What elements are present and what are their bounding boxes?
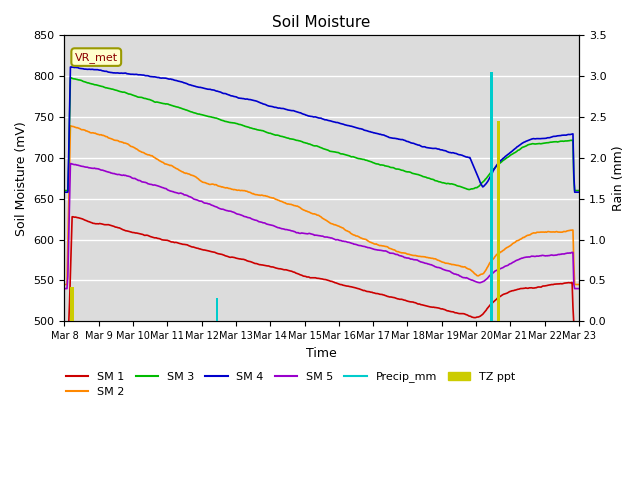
- Y-axis label: Soil Moisture (mV): Soil Moisture (mV): [15, 121, 28, 236]
- Bar: [216, 299, 218, 321]
- X-axis label: Time: Time: [307, 347, 337, 360]
- Bar: [497, 121, 500, 321]
- Y-axis label: Rain (mm): Rain (mm): [612, 145, 625, 211]
- Legend: SM 1, SM 2, SM 3, SM 4, SM 5, Precip_mm, TZ ppt: SM 1, SM 2, SM 3, SM 4, SM 5, Precip_mm,…: [62, 367, 520, 401]
- Bar: [490, 72, 493, 321]
- Title: Soil Moisture: Soil Moisture: [273, 15, 371, 30]
- Text: VR_met: VR_met: [75, 52, 118, 62]
- Bar: [70, 287, 74, 321]
